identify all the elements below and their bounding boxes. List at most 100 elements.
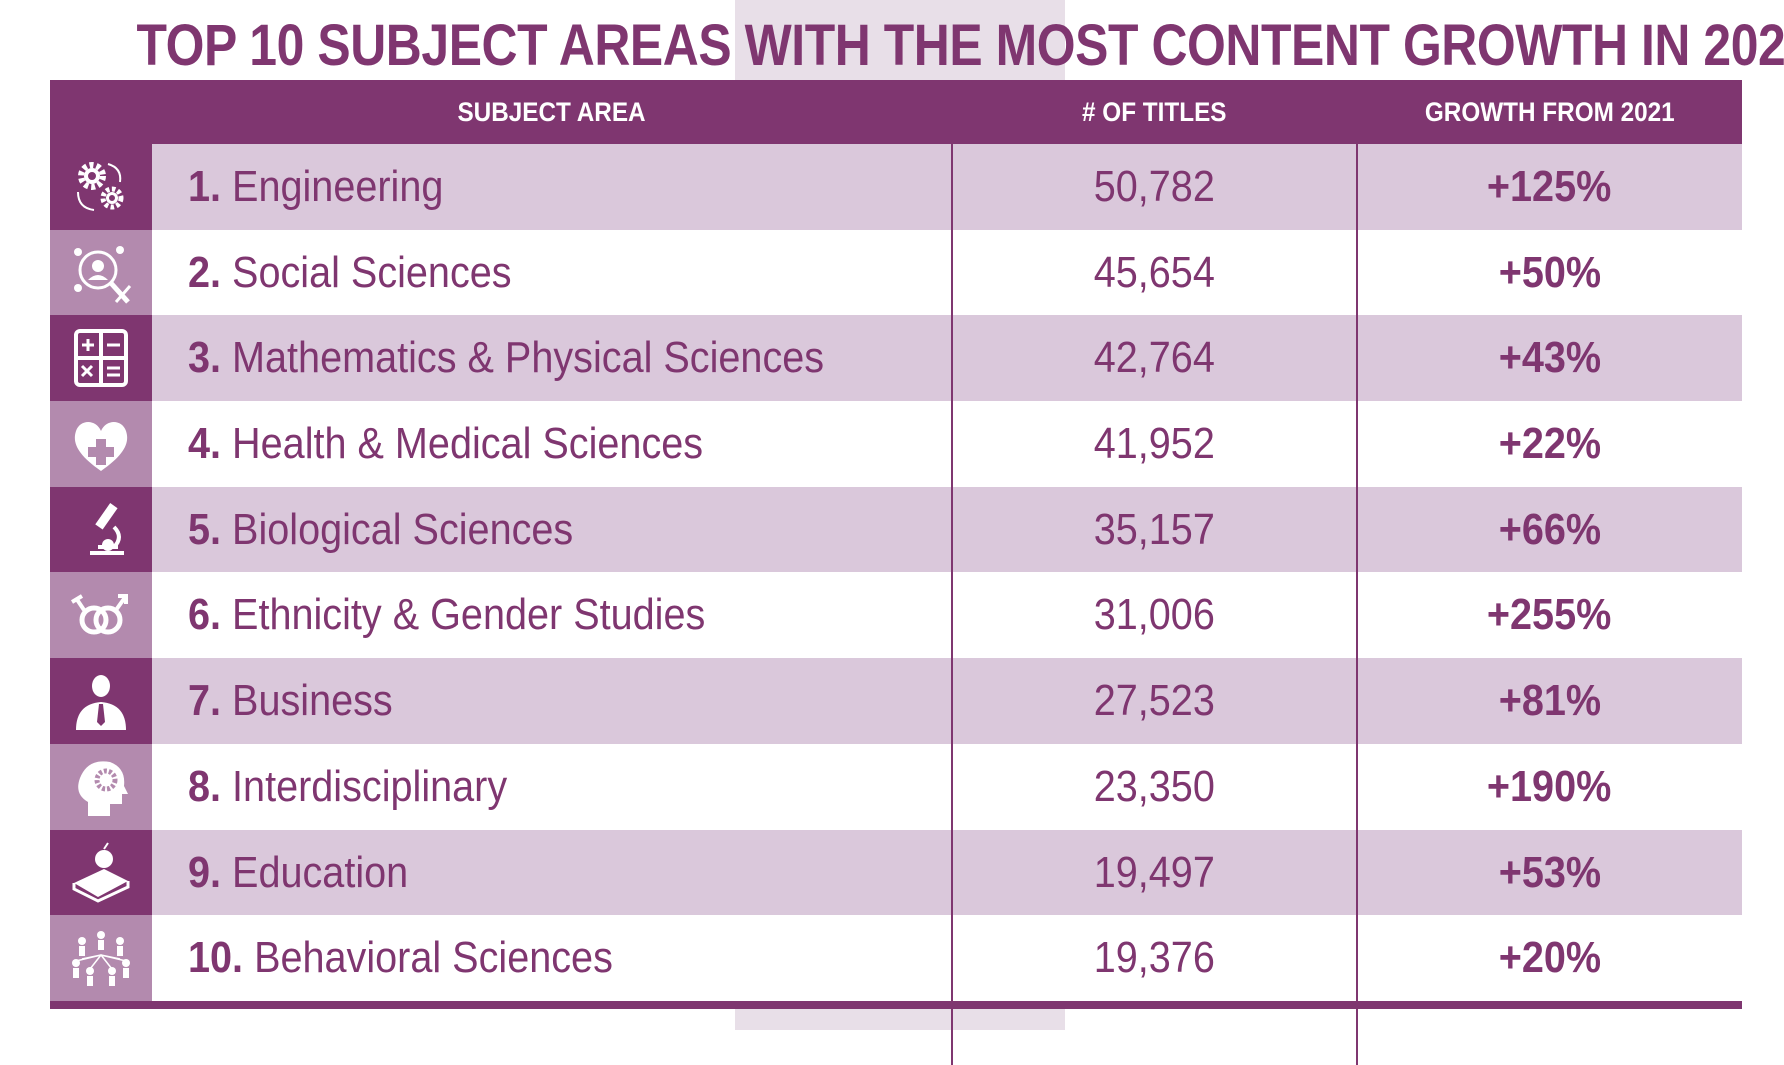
subject-name: 4. Health & Medical Sciences: [188, 401, 760, 487]
column-divider: [951, 80, 953, 1065]
titles-value: 27,523: [1093, 676, 1216, 726]
subject-label: Behavioral Sciences: [254, 933, 613, 983]
rank-number: 5.: [188, 504, 222, 554]
rank-number: 4.: [188, 419, 222, 469]
subject-label: Social Sciences: [232, 247, 512, 297]
calculator-icon: [50, 315, 152, 402]
social-network-icon: [50, 229, 152, 316]
growth-value: +20%: [1498, 933, 1601, 983]
subject-name: 1. Engineering: [188, 144, 472, 230]
titles-count: 42,764: [952, 315, 1357, 401]
rank-number: 2.: [188, 247, 222, 297]
head-gear-icon: [50, 743, 152, 830]
table-row: 8. Interdisciplinary 23,350 +190%: [50, 743, 1742, 830]
people-network-icon: [50, 915, 152, 1001]
titles-count: 41,952: [952, 401, 1357, 487]
growth-value: +22%: [1498, 419, 1601, 469]
gender-symbols-icon: [50, 572, 152, 659]
growth-percent: +66%: [1357, 487, 1742, 573]
rank-number: 7.: [188, 676, 222, 726]
subject-label: Health & Medical Sciences: [232, 419, 704, 469]
growth-percent: +81%: [1357, 658, 1742, 744]
rank-number: 6.: [188, 590, 222, 640]
background-band-bottom: [735, 1009, 1065, 1030]
subject-name: 6. Ethnicity & Gender Studies: [188, 572, 763, 658]
table-row: 6. Ethnicity & Gender Studies 31,006 +25…: [50, 572, 1742, 659]
growth-percent: +22%: [1357, 401, 1742, 487]
titles-value: 19,497: [1093, 847, 1216, 897]
header-titles: # OF TITLES: [952, 80, 1357, 144]
table-header: SUBJECT AREA # OF TITLES GROWTH FROM 202…: [50, 80, 1742, 144]
header-growth: GROWTH FROM 2021: [1357, 80, 1742, 144]
table-body: 1. Engineering 50,782 +125% 2. Social Sc…: [50, 80, 1742, 1065]
table-row: 10. Behavioral Sciences 19,376 +20%: [50, 915, 1742, 1001]
table-row: 3. Mathematics & Physical Sciences 42,76…: [50, 315, 1742, 402]
businessman-icon: [50, 658, 152, 744]
background-band-top: [735, 0, 1065, 80]
subject-name: 3. Mathematics & Physical Sciences: [188, 315, 895, 401]
subject-label: Education: [232, 847, 409, 897]
titles-count: 31,006: [952, 572, 1357, 658]
titles-count: 27,523: [952, 658, 1357, 744]
subject-name: 5. Biological Sciences: [188, 487, 616, 573]
subject-label: Interdisciplinary: [232, 761, 508, 811]
growth-value: +50%: [1498, 247, 1601, 297]
titles-value: 23,350: [1093, 761, 1216, 811]
table-bottom-bar: [50, 1000, 1742, 1009]
subject-name: 7. Business: [188, 658, 415, 744]
rank-number: 3.: [188, 333, 222, 383]
titles-value: 50,782: [1093, 162, 1216, 211]
rank-number: 9.: [188, 847, 222, 897]
rank-number: 1.: [188, 162, 222, 211]
table-row: 9. Education 19,497 +53%: [50, 829, 1742, 916]
table-row: 2. Social Sciences 45,654 +50%: [50, 229, 1742, 316]
growth-value: +81%: [1498, 676, 1601, 726]
growth-percent: +20%: [1357, 915, 1742, 1001]
growth-percent: +53%: [1357, 830, 1742, 916]
titles-value: 41,952: [1093, 419, 1216, 469]
header-subject-text: SUBJECT AREA: [457, 97, 647, 127]
subject-label: Biological Sciences: [232, 504, 574, 554]
subject-label: Engineering: [232, 162, 444, 211]
growth-value: +66%: [1498, 504, 1601, 554]
growth-value: +190%: [1487, 761, 1612, 811]
growth-value: +43%: [1498, 333, 1601, 383]
titles-value: 42,764: [1093, 333, 1216, 383]
titles-count: 35,157: [952, 487, 1357, 573]
table-row: 5. Biological Sciences 35,157 +66%: [50, 486, 1742, 573]
rank-number: 8.: [188, 761, 222, 811]
growth-value: +255%: [1487, 590, 1612, 640]
subject-name: 10. Behavioral Sciences: [188, 915, 660, 1001]
subject-label: Ethnicity & Gender Studies: [232, 590, 706, 640]
subject-name: 9. Education: [188, 830, 433, 916]
column-divider: [1356, 80, 1358, 1065]
rank-number: 10.: [188, 933, 244, 983]
microscope-icon: [50, 486, 152, 573]
growth-percent: +43%: [1357, 315, 1742, 401]
titles-count: 23,350: [952, 744, 1357, 830]
titles-value: 35,157: [1093, 504, 1216, 554]
subject-name: 8. Interdisciplinary: [188, 744, 543, 830]
gears-cycle-icon: [50, 144, 152, 230]
titles-count: 19,376: [952, 915, 1357, 1001]
subject-label: Mathematics & Physical Sciences: [232, 333, 825, 383]
table-row: 4. Health & Medical Sciences 41,952 +22%: [50, 401, 1742, 487]
book-apple-icon: [50, 829, 152, 916]
heart-cross-icon: [50, 401, 152, 487]
titles-count: 50,782: [952, 144, 1357, 230]
header-growth-text: GROWTH FROM 2021: [1424, 97, 1675, 127]
table-row: 1. Engineering 50,782 +125%: [50, 144, 1742, 230]
subject-label: Business: [232, 676, 393, 726]
table-row: 7. Business 27,523 +81%: [50, 658, 1742, 744]
header-subject-area: SUBJECT AREA: [152, 80, 952, 144]
header-titles-text: # OF TITLES: [1082, 97, 1227, 127]
subject-table: SUBJECT AREA # OF TITLES GROWTH FROM 202…: [50, 80, 1742, 1065]
titles-count: 45,654: [952, 230, 1357, 316]
growth-percent: +255%: [1357, 572, 1742, 658]
titles-value: 19,376: [1093, 933, 1216, 983]
titles-value: 31,006: [1093, 590, 1216, 640]
page-title: TOP 10 SUBJECT AREAS WITH THE MOST CONTE…: [0, 12, 1784, 80]
growth-value: +53%: [1498, 847, 1601, 897]
titles-value: 45,654: [1093, 247, 1216, 297]
title-text: TOP 10 SUBJECT AREAS WITH THE MOST CONTE…: [136, 13, 1784, 78]
